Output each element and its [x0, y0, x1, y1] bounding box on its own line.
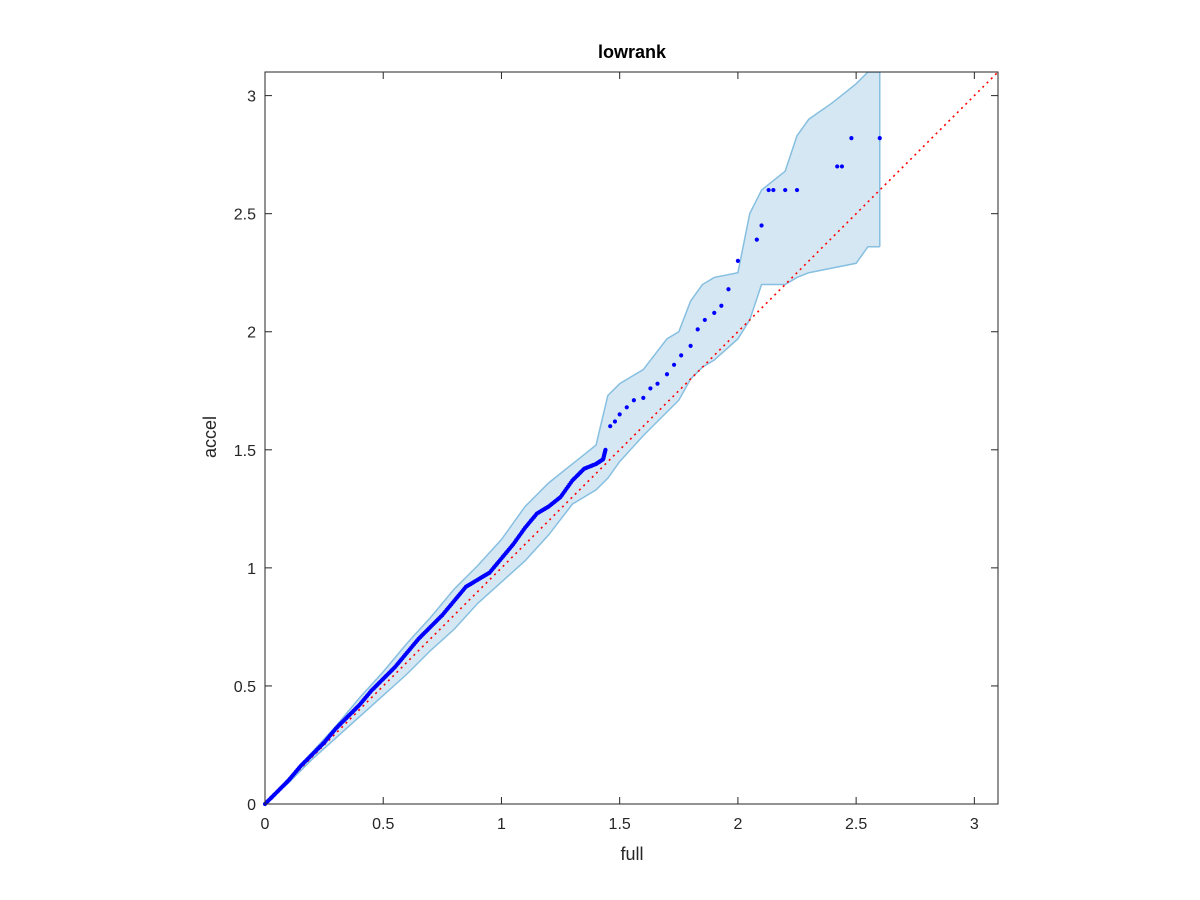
reference-line: [264, 71, 999, 805]
data-point: [671, 362, 677, 367]
data-point: [835, 164, 840, 169]
confidence-band: [265, 72, 881, 804]
y-tick-label: 1.5: [234, 443, 256, 460]
y-tick-label: 3: [247, 89, 256, 106]
data-point: [735, 258, 741, 264]
data-point: [617, 412, 622, 417]
data-point: [849, 136, 854, 141]
data-point: [726, 287, 731, 292]
chart-title: lowrank: [598, 42, 667, 62]
data-point: [603, 447, 608, 452]
data-point: [688, 343, 693, 349]
data-point: [695, 327, 700, 332]
x-tick-label: 1.5: [609, 816, 631, 833]
reference-diagonal: [264, 71, 999, 805]
x-axis-label: full: [620, 844, 643, 864]
data-point: [766, 187, 771, 193]
band-fill: [265, 72, 880, 804]
band-lower-edge: [265, 245, 880, 804]
data-point: [771, 187, 776, 193]
y-tick-label: 1: [247, 561, 256, 578]
y-tick-label: 0: [247, 797, 256, 814]
data-point: [648, 386, 653, 391]
data-point: [794, 187, 800, 193]
data-point: [664, 372, 670, 377]
data-points: [262, 136, 882, 807]
data-point: [877, 136, 882, 141]
y-tick-label: 2.5: [234, 207, 256, 224]
data-point: [679, 353, 684, 358]
data-point: [624, 405, 629, 410]
data-point: [655, 381, 660, 386]
data-point: [719, 303, 724, 308]
data-point: [754, 237, 759, 242]
plot-frame: [264, 71, 999, 805]
x-tick-label: 0: [261, 816, 270, 833]
data-point: [759, 223, 764, 228]
x-tick-label: 2.5: [845, 816, 867, 833]
y-axis-label: accel: [200, 416, 220, 458]
x-tick-label: 2: [733, 816, 742, 833]
axes: 0 0.5 1 1.5 2 2.5 3 0 0.5 1 1.5 2 2.5 3: [234, 71, 999, 833]
x-tick-label: 1: [497, 816, 506, 833]
band-upper-edge: [265, 72, 880, 804]
data-point: [839, 164, 845, 169]
data-point: [612, 419, 618, 424]
data-point: [783, 187, 788, 193]
x-tick-label: 0.5: [372, 816, 394, 833]
data-point: [631, 398, 636, 403]
x-tick-label: 3: [970, 816, 979, 833]
y-tick-label: 2: [247, 325, 256, 342]
data-point: [641, 395, 646, 400]
data-point: [702, 317, 707, 323]
data-point: [712, 310, 717, 315]
y-tick-label: 0.5: [234, 679, 256, 696]
data-point: [608, 424, 613, 429]
